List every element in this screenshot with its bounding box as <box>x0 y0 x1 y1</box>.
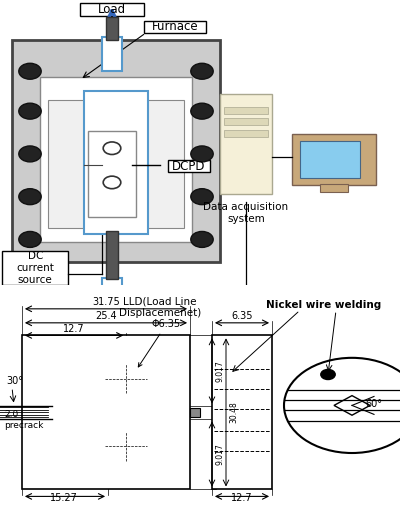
Bar <box>300 141 360 178</box>
Text: 60°: 60° <box>366 399 382 409</box>
Circle shape <box>19 63 41 79</box>
Bar <box>292 134 376 185</box>
Circle shape <box>191 146 213 162</box>
Circle shape <box>191 232 213 247</box>
Bar <box>168 161 210 173</box>
Text: 15.27: 15.27 <box>50 493 78 504</box>
Bar <box>320 185 348 192</box>
Text: 25.4: 25.4 <box>95 311 117 321</box>
Text: 2.0
precrack: 2.0 precrack <box>4 411 43 430</box>
Bar <box>80 3 144 16</box>
Circle shape <box>284 358 400 453</box>
Circle shape <box>109 367 143 390</box>
Bar <box>224 107 268 114</box>
Bar <box>48 100 184 228</box>
Bar <box>105 295 119 308</box>
Circle shape <box>109 435 143 458</box>
Text: 30°: 30° <box>6 377 23 386</box>
Text: Data acquisition
system: Data acquisition system <box>204 202 288 224</box>
Bar <box>102 37 122 71</box>
Circle shape <box>191 63 213 79</box>
Text: 31.75: 31.75 <box>92 297 120 306</box>
Bar <box>220 94 272 194</box>
Text: Φ6.35: Φ6.35 <box>138 319 181 367</box>
Circle shape <box>191 103 213 119</box>
Text: LLD(Load Line
Displacemenet): LLD(Load Line Displacemenet) <box>119 296 201 318</box>
Text: Furnace: Furnace <box>152 20 198 33</box>
Text: DC
current
source: DC current source <box>16 252 54 285</box>
Bar <box>144 21 206 33</box>
Circle shape <box>19 189 41 204</box>
Text: Load: Load <box>98 3 126 16</box>
Bar <box>224 130 268 137</box>
Text: 12.7: 12.7 <box>231 493 253 504</box>
Bar <box>106 231 118 279</box>
Circle shape <box>19 146 41 162</box>
Bar <box>106 17 118 40</box>
Circle shape <box>321 369 335 380</box>
Circle shape <box>103 176 121 189</box>
Bar <box>22 335 190 490</box>
Bar <box>104 297 216 318</box>
Circle shape <box>103 142 121 154</box>
Bar <box>40 77 192 242</box>
Circle shape <box>19 232 41 247</box>
Text: 6.35: 6.35 <box>231 311 253 321</box>
Text: DCPD: DCPD <box>172 160 206 173</box>
Bar <box>88 131 136 217</box>
Bar <box>212 335 272 490</box>
Bar <box>224 118 268 126</box>
Circle shape <box>191 189 213 204</box>
Bar <box>84 91 148 234</box>
Circle shape <box>19 103 41 119</box>
Polygon shape <box>334 395 370 415</box>
Bar <box>12 40 220 262</box>
Text: 9.017: 9.017 <box>215 443 224 465</box>
Text: 9.017: 9.017 <box>215 360 224 382</box>
Bar <box>102 278 122 297</box>
Text: 12.7: 12.7 <box>63 324 85 334</box>
Bar <box>2 251 68 285</box>
Text: 30.48: 30.48 <box>229 402 238 423</box>
Circle shape <box>230 423 254 439</box>
Bar <box>190 407 200 417</box>
Text: Nickel wire welding: Nickel wire welding <box>266 300 382 310</box>
